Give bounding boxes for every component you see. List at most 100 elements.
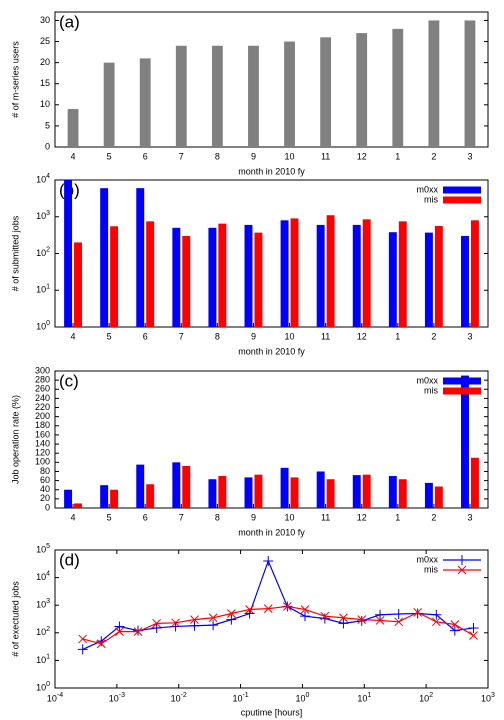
- y-tick-label: 280: [35, 375, 50, 385]
- bar: [208, 227, 217, 327]
- legend-swatch: [443, 186, 481, 194]
- marker: [263, 555, 274, 566]
- y-axis-label: # of m-series users: [10, 41, 20, 118]
- x-tick-label: 6: [143, 331, 148, 341]
- marker: [431, 609, 442, 620]
- bar: [208, 479, 217, 508]
- superscript: 0: [305, 692, 309, 699]
- x-tick-label: 5: [107, 151, 112, 161]
- x-axis-label: cputime [hours]: [241, 707, 303, 717]
- marker: [208, 613, 218, 623]
- legend-marker: [457, 565, 467, 575]
- x-tick-label: 6: [143, 512, 148, 522]
- x-tick-label: 4: [71, 512, 76, 522]
- y-tick-label: 200: [35, 411, 50, 421]
- legend-swatch: [443, 377, 481, 385]
- marker: [133, 627, 143, 637]
- x-tick-label: 12: [357, 151, 367, 161]
- x-tick-label: 10-2: [171, 692, 187, 704]
- marker: [319, 613, 330, 624]
- marker: [208, 620, 219, 631]
- bar: [175, 45, 187, 147]
- legend-swatch: [443, 387, 481, 395]
- bar: [182, 465, 191, 508]
- y-tick-label: 80: [40, 466, 50, 476]
- x-tick-label: 2: [431, 331, 436, 341]
- superscript: 1: [46, 653, 50, 660]
- bar: [424, 232, 433, 327]
- marker: [338, 618, 349, 629]
- y-tick-label: 102: [36, 246, 50, 258]
- marker: [375, 609, 386, 620]
- y-tick-label: 5: [45, 120, 50, 130]
- marker: [449, 625, 460, 636]
- x-tick-label: 7: [179, 331, 184, 341]
- bar: [254, 474, 263, 508]
- bar: [320, 37, 332, 147]
- y-tick-label: 60: [40, 475, 50, 485]
- legend-label: m0xx: [416, 554, 438, 564]
- y-tick-label: 103: [36, 210, 50, 222]
- marker: [152, 618, 162, 628]
- marker: [190, 615, 199, 624]
- y-tick-label: 240: [35, 393, 50, 403]
- bar: [326, 479, 335, 508]
- y-tick-label: 101: [36, 653, 50, 665]
- y-tick-label: 100: [35, 457, 50, 467]
- y-tick-label: 220: [35, 402, 50, 412]
- plot-frame: [54, 370, 489, 509]
- bar: [280, 220, 289, 327]
- x-tick-label: 1: [395, 151, 400, 161]
- bar: [398, 221, 407, 327]
- bar: [218, 476, 227, 508]
- marker: [300, 605, 310, 614]
- marker: [375, 616, 385, 625]
- x-axis-label: month in 2010 fy: [238, 166, 305, 176]
- superscript: -1: [242, 692, 248, 699]
- x-tick-label: 8: [215, 151, 220, 161]
- marker: [151, 622, 162, 633]
- bar: [136, 464, 145, 508]
- x-tick-label: 3: [467, 512, 472, 522]
- x-tick-label: 12: [357, 331, 367, 341]
- bar: [434, 486, 443, 508]
- x-tick-label: 3: [467, 151, 472, 161]
- bar: [110, 489, 119, 508]
- bar: [461, 235, 469, 327]
- marker: [393, 608, 404, 619]
- superscript: 3: [46, 210, 50, 217]
- legend-label: m0xx: [416, 375, 438, 385]
- x-tick-label: 102: [419, 692, 433, 704]
- x-tick-label: 9: [251, 512, 256, 522]
- x-tick-label: 10: [285, 151, 295, 161]
- bar: [74, 503, 82, 508]
- superscript: 0: [46, 320, 50, 327]
- marker: [77, 644, 88, 655]
- bar: [248, 45, 259, 147]
- bar: [326, 215, 335, 327]
- superscript: 2: [429, 692, 433, 699]
- y-tick-label: 104: [36, 173, 50, 185]
- bar: [172, 462, 181, 508]
- bar: [64, 180, 73, 327]
- x-tick-label: 2: [431, 512, 436, 522]
- x-tick-label: 8: [215, 512, 220, 522]
- legend-swatch: [443, 196, 481, 204]
- marker: [357, 615, 367, 624]
- bar: [428, 20, 440, 147]
- legend-label: m0xx: [416, 184, 438, 194]
- superscript: 4: [46, 173, 50, 180]
- panel-label: (a): [59, 12, 80, 31]
- superscript: 3: [491, 692, 495, 699]
- x-tick-label: 5: [107, 331, 112, 341]
- x-tick-label: 9: [251, 331, 256, 341]
- legend-label: mis: [424, 564, 438, 574]
- superscript: 2: [46, 626, 50, 633]
- x-tick-label: 3: [467, 331, 472, 341]
- x-tick-label: 11: [321, 151, 330, 161]
- legend-marker: [457, 555, 467, 565]
- y-tick-label: 160: [35, 429, 50, 439]
- marker: [226, 614, 237, 625]
